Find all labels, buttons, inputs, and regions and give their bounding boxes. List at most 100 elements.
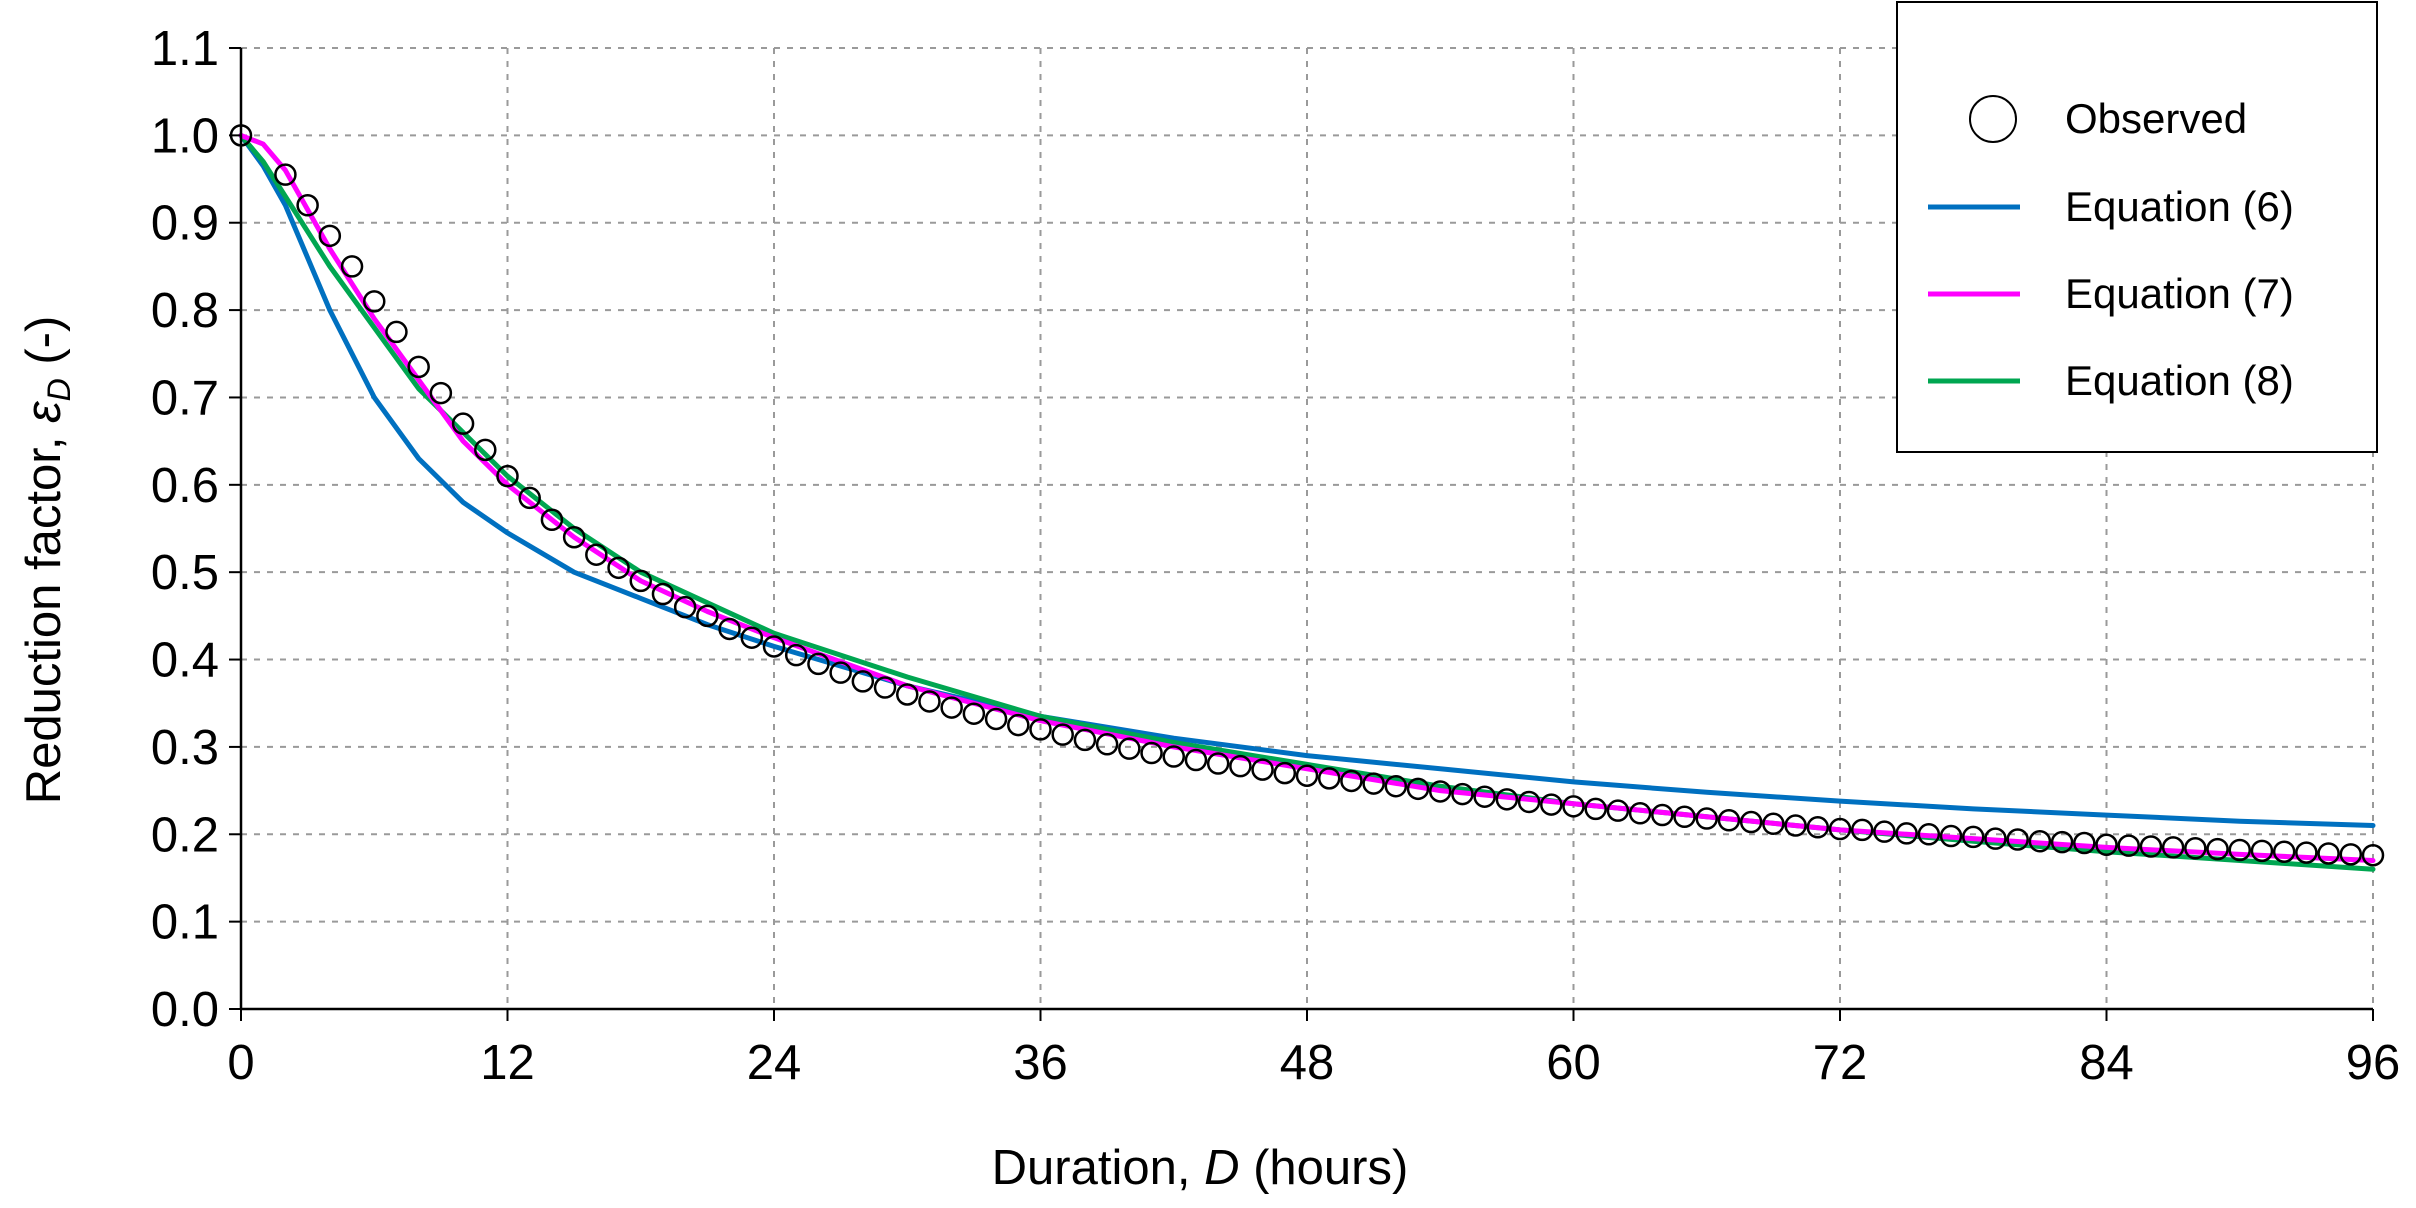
- observed-point: [1739, 810, 1763, 834]
- observed-point: [1340, 769, 1363, 793]
- x-tick-label: 36: [1013, 1036, 1068, 1090]
- observed-point: [1695, 807, 1718, 830]
- observed-point: [962, 702, 986, 725]
- observed-point: [363, 290, 386, 313]
- observed-point: [629, 569, 652, 593]
- observed-point: [2295, 841, 2318, 864]
- observed-point: [2272, 840, 2296, 863]
- observed-point: [2339, 843, 2363, 866]
- x-tick-label: 0: [227, 1036, 254, 1090]
- observed-point: [518, 486, 541, 510]
- observed-point: [385, 320, 408, 344]
- observed-point: [1029, 718, 1052, 741]
- observed-point: [1384, 774, 1408, 798]
- observed-point: [1873, 820, 1896, 843]
- observed-point: [784, 643, 808, 667]
- x-tick-label: 96: [2346, 1036, 2401, 1090]
- observed-point: [585, 543, 608, 566]
- observed-point: [296, 194, 319, 217]
- observed-point: [696, 604, 719, 628]
- observed-point: [1362, 772, 1385, 795]
- observed-point: [2317, 842, 2340, 865]
- observed-point: [2250, 839, 2274, 863]
- observed-point: [1962, 825, 1985, 849]
- observed-point: [829, 661, 852, 684]
- observed-point: [1784, 814, 1807, 837]
- observed-point: [2206, 837, 2229, 861]
- observed-point: [2117, 834, 2140, 857]
- y-tick-label: 0.1: [151, 896, 219, 950]
- observed-point: [851, 670, 875, 693]
- observed-point: [2184, 837, 2207, 860]
- observed-point: [274, 163, 297, 186]
- observed-point: [984, 707, 1008, 731]
- observed-point: [2161, 836, 2185, 859]
- series-layer: [229, 124, 2385, 872]
- x-tick-label: 12: [480, 1036, 535, 1090]
- observed-point: [318, 224, 342, 248]
- observed-point: [2006, 828, 2029, 851]
- observed-point: [940, 696, 963, 719]
- y-tick-label: 0.3: [151, 721, 219, 775]
- observed-point: [496, 464, 519, 488]
- legend-marker-observed: [1969, 95, 2017, 143]
- observed-point: [718, 617, 741, 641]
- observed-point: [1317, 767, 1341, 790]
- observed-point: [1251, 758, 1274, 781]
- observed-point: [1540, 793, 1563, 816]
- observed-point: [540, 508, 564, 532]
- observed-point: [1429, 780, 1452, 803]
- observed-point: [2028, 830, 2052, 853]
- observed-point: [1473, 785, 1496, 808]
- observed-point: [407, 355, 430, 379]
- observed-point: [1184, 748, 1208, 772]
- observed-point: [2050, 830, 2074, 854]
- observed-point: [1451, 782, 1474, 806]
- observed-point: [1762, 812, 1785, 836]
- x-tick-label: 72: [1813, 1036, 1868, 1090]
- y-tick-label: 0.4: [151, 634, 219, 688]
- observed-point: [740, 626, 764, 649]
- observed-point: [1517, 790, 1541, 814]
- tick-labels: 0 12 24 36 48 60 72 84 96 0.0 0.1 0.2 0.3 0.4 0.5 0.6 0.…: [151, 22, 2400, 1090]
- y-tick-label: 0.6: [151, 459, 219, 513]
- y-tick-label: 0.7: [151, 371, 219, 425]
- axes: [229, 47, 2374, 1021]
- observed-point: [2073, 831, 2096, 855]
- observed-point: [1806, 816, 1830, 839]
- y-tick-label: 1.0: [151, 109, 219, 163]
- observed-point: [1140, 741, 1163, 765]
- observed-point: [1118, 737, 1141, 760]
- y-tick-label: 0.8: [151, 284, 219, 338]
- observed-point: [1917, 823, 1941, 846]
- x-axis-title: Duration, D (hours): [992, 1141, 1409, 1195]
- observed-point: [1895, 822, 1918, 845]
- observed-point: [1984, 827, 2007, 850]
- observed-point: [1628, 802, 1652, 825]
- observed-point: [1939, 824, 1963, 848]
- observed-point: [1828, 817, 1852, 841]
- observed-point: [2228, 838, 2251, 862]
- observed-point: [762, 635, 786, 658]
- observed-point: [873, 676, 897, 699]
- y-tick-label: 0.5: [151, 546, 219, 600]
- y-tick-label: 1.1: [151, 22, 219, 76]
- observed-point: [1095, 733, 1119, 756]
- x-tick-label: 24: [747, 1036, 802, 1090]
- observed-point: [1850, 818, 1874, 842]
- observed-point: [1295, 764, 1319, 787]
- observed-point: [1562, 795, 1585, 818]
- y-axis-title: Reduction factor, εD (-): [17, 316, 77, 805]
- observed-point: [1229, 754, 1252, 778]
- y-tick-label: 0.2: [151, 808, 219, 862]
- legend-label-eq8: Equation (8): [2065, 357, 2294, 404]
- observed-point: [673, 595, 697, 619]
- observed-point: [1206, 752, 1230, 775]
- observed-point: [2361, 843, 2385, 867]
- x-tick-label: 48: [1280, 1036, 1335, 1090]
- observed-point: [1007, 713, 1030, 737]
- observed-point: [1606, 799, 1630, 822]
- y-tick-label: 0.9: [151, 197, 219, 251]
- legend-label-eq7: Equation (7): [2065, 270, 2294, 317]
- observed-point: [1651, 803, 1674, 827]
